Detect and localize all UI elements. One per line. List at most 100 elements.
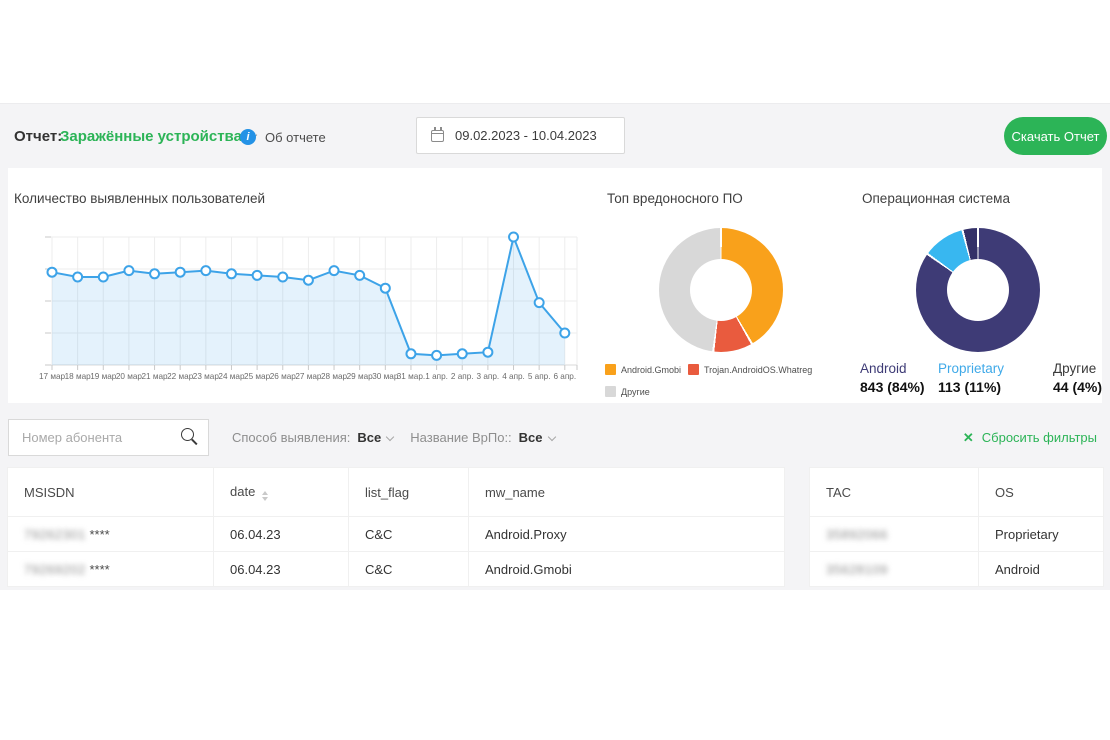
table-row: 79269202 ****06.04.23C&CAndroid.Gmobi — [8, 552, 785, 587]
cell-msisdn: 79262301 **** — [8, 517, 214, 552]
masked-msisdn: 79269202 — [24, 562, 86, 577]
svg-text:1 апр.: 1 апр. — [425, 372, 448, 381]
table-header-row: TACOS — [810, 468, 1104, 517]
svg-text:4 апр.: 4 апр. — [502, 372, 525, 381]
os-stat-value: 843 (84%) — [860, 379, 925, 395]
svg-text:23 мар: 23 мар — [193, 372, 220, 381]
col-header-mw_name: mw_name — [469, 468, 785, 517]
date-range-value: 09.02.2023 - 10.04.2023 — [455, 128, 597, 143]
malware-name-label: Название ВрПо:: — [410, 430, 511, 445]
cell-date: 06.04.23 — [214, 517, 349, 552]
search-icon[interactable] — [181, 428, 194, 441]
svg-text:21 мар: 21 мар — [141, 372, 168, 381]
report-type-dropdown[interactable]: Заражённые устройства — [60, 128, 256, 145]
donut-hole — [947, 259, 1009, 321]
svg-text:5 апр.: 5 апр. — [528, 372, 551, 381]
svg-text:30 мар: 30 мар — [372, 372, 399, 381]
search-input[interactable] — [9, 420, 179, 455]
malware-chart-title: Топ вредоносного ПО — [607, 191, 743, 206]
table-row: 79262301 ****06.04.23C&CAndroid.Proxy — [8, 517, 785, 552]
charts-card: Количество выявленных пользователей 17 м… — [8, 168, 1102, 403]
os-stat-label: Android — [860, 361, 925, 376]
infected-devices-report-page: Отчет: Заражённые устройства i Об отчете… — [0, 0, 1110, 740]
legend-item-trojan-whatreg[interactable]: Trojan.AndroidOS.Whatreg — [688, 364, 812, 376]
legend-swatch — [605, 386, 616, 397]
about-report-label: Об отчете — [265, 130, 326, 145]
svg-text:28 мар: 28 мар — [321, 372, 348, 381]
calendar-icon — [431, 130, 444, 142]
col-header-tac: TAC — [810, 468, 979, 517]
legend-label: Android.Gmobi — [621, 364, 681, 376]
svg-text:2 апр.: 2 апр. — [451, 372, 474, 381]
detection-method-dropdown[interactable]: Способ выявления: Все — [232, 430, 393, 445]
legend-swatch — [605, 364, 616, 375]
os-stat-label: Proprietary — [938, 361, 1004, 376]
col-header-os: OS — [979, 468, 1104, 517]
os-chart-title: Операционная система — [862, 191, 1010, 206]
subscriber-search-box — [8, 419, 209, 456]
cell-msisdn: 79269202 **** — [8, 552, 214, 587]
legend-label: Другие — [621, 386, 650, 398]
svg-text:20 мар: 20 мар — [116, 372, 143, 381]
svg-text:25 мар: 25 мар — [244, 372, 271, 381]
os-stat-value: 44 (4%) — [1053, 379, 1102, 395]
sort-icon[interactable] — [262, 491, 268, 501]
svg-text:19 мар: 19 мар — [90, 372, 117, 381]
svg-text:24 мар: 24 мар — [218, 372, 245, 381]
os-stat-other: Другие 44 (4%) — [1053, 361, 1102, 395]
legend-item-other[interactable]: Другие — [605, 386, 650, 398]
reset-filters-label: Сбросить фильтры — [982, 430, 1097, 445]
line-chart-title: Количество выявленных пользователей — [14, 191, 265, 206]
legend-item-android-gmobi[interactable]: Android.Gmobi — [605, 364, 681, 376]
svg-text:18 мар: 18 мар — [65, 372, 92, 381]
detection-method-label: Способ выявления: — [232, 430, 350, 445]
os-stat-value: 113 (11%) — [938, 379, 1004, 395]
masked-msisdn: 79262301 — [24, 527, 86, 542]
malware-name-dropdown[interactable]: Название ВрПо:: Все — [410, 430, 554, 445]
cell-mw_name: Android.Gmobi — [469, 552, 785, 587]
col-header-list_flag: list_flag — [349, 468, 469, 517]
cell-os: Proprietary — [979, 517, 1104, 552]
svg-text:22 мар: 22 мар — [167, 372, 194, 381]
cell-mw_name: Android.Proxy — [469, 517, 785, 552]
cell-tac: 35628109 — [810, 552, 979, 587]
svg-text:6 апр.: 6 апр. — [553, 372, 576, 381]
legend-swatch — [688, 364, 699, 375]
filter-groups: Способ выявления: Все Название ВрПо:: Вс… — [232, 419, 555, 456]
os-stat-android: Android 843 (84%) — [860, 361, 925, 395]
os-donut-chart — [916, 228, 1040, 352]
detected-users-line-chart: 17 мар18 мар19 мар20 мар21 мар22 мар23 м… — [8, 225, 598, 395]
report-name: Заражённые устройства — [60, 128, 242, 145]
chevron-down-icon — [386, 432, 394, 440]
svg-text:26 мар: 26 мар — [270, 372, 297, 381]
report-header-row: Отчет: Заражённые устройства i Об отчете… — [0, 103, 1110, 168]
os-stat-proprietary: Proprietary 113 (11%) — [938, 361, 1004, 395]
svg-text:3 апр.: 3 апр. — [477, 372, 500, 381]
donut-hole — [690, 259, 752, 321]
table-row: 35892066 Proprietary — [810, 517, 1104, 552]
chevron-down-icon — [547, 432, 555, 440]
cell-tac: 35892066 — [810, 517, 979, 552]
report-label: Отчет: — [14, 128, 62, 145]
col-header-date[interactable]: date — [214, 468, 349, 517]
results-table-fixed-columns: TACOS 35892066 Proprietary 35628109 Android — [809, 467, 1103, 587]
cell-list_flag: C&C — [349, 517, 469, 552]
detection-method-value: Все — [357, 430, 381, 445]
cell-os: Android — [979, 552, 1104, 587]
reset-filters-button[interactable]: ✕ Сбросить фильтры — [963, 419, 1097, 456]
svg-text:29 мар: 29 мар — [347, 372, 374, 381]
masked-tac: 35892066 — [826, 527, 888, 542]
download-report-button[interactable]: Скачать Отчет — [1004, 117, 1107, 155]
os-stat-label: Другие — [1053, 361, 1102, 376]
malware-name-value: Все — [519, 430, 543, 445]
cell-list_flag: C&C — [349, 552, 469, 587]
masked-tac: 35628109 — [826, 562, 888, 577]
col-header-msisdn: MSISDN — [8, 468, 214, 517]
results-table-main: MSISDNdatelist_flagmw_name79262301 ****0… — [7, 467, 784, 587]
close-icon: ✕ — [963, 430, 974, 446]
svg-text:17 мар: 17 мар — [39, 372, 66, 381]
svg-text:31 мар.: 31 мар. — [397, 372, 425, 381]
date-range-picker[interactable]: 09.02.2023 - 10.04.2023 — [416, 117, 625, 154]
table-row: 35628109 Android — [810, 552, 1104, 587]
about-report-link[interactable]: i Об отчете — [240, 129, 326, 145]
